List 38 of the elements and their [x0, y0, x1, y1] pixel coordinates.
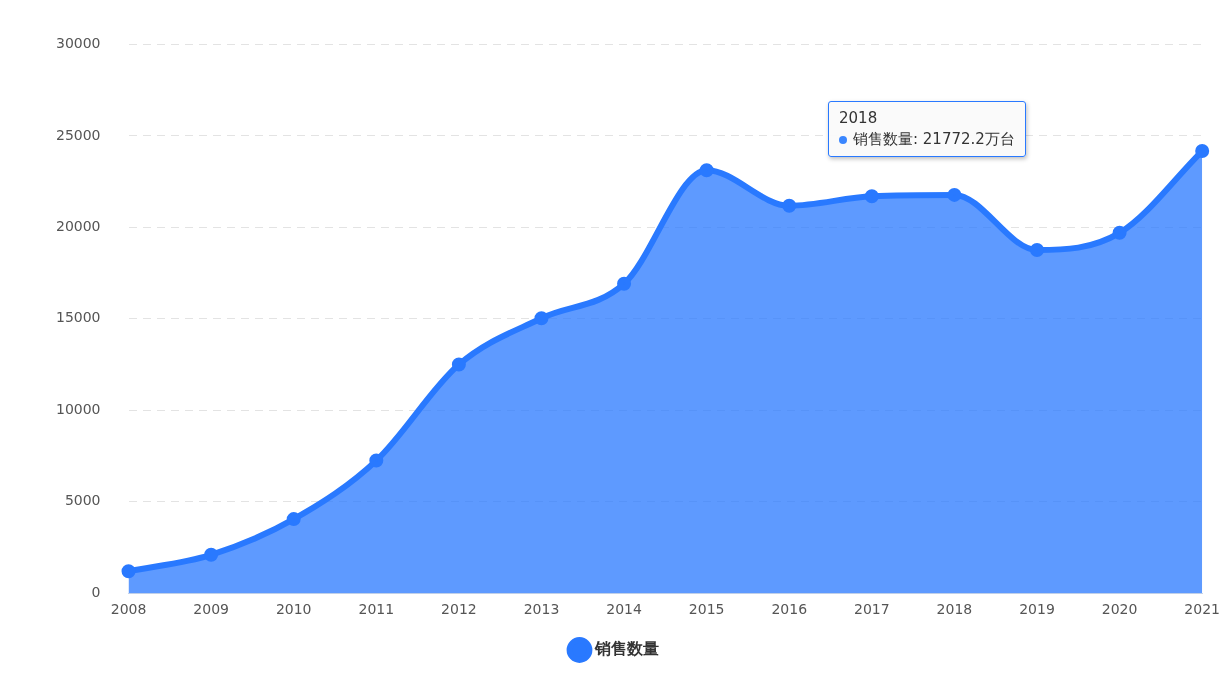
y-tick-label: 30000	[55, 35, 101, 52]
x-tick-label: 2008	[110, 601, 147, 618]
x-tick-label: 2018	[936, 601, 973, 618]
x-tick-label: 2017	[854, 601, 890, 618]
point	[864, 189, 879, 204]
x-tick-label: 2014	[606, 601, 642, 618]
y-tick-label: 20000	[55, 217, 101, 234]
annotation: 销售数量: 21772.2万台	[853, 129, 1015, 150]
x-tick-label: 2019	[1019, 601, 1055, 618]
x-tick-label: 2013	[523, 601, 560, 618]
point	[121, 564, 136, 579]
point	[1195, 144, 1210, 159]
x-tick-label: 2011	[358, 601, 395, 618]
y-tick-label: 0	[91, 583, 101, 600]
x-tick-label: 2015	[688, 601, 725, 618]
y-tick-label: 5000	[64, 492, 101, 509]
point	[617, 276, 632, 291]
y-tick-label: 15000	[55, 309, 101, 326]
point	[369, 453, 384, 468]
point	[1030, 243, 1045, 258]
point	[699, 163, 714, 178]
point	[451, 357, 466, 372]
point	[782, 198, 797, 213]
point	[286, 512, 301, 527]
annotation: 2018	[839, 108, 878, 129]
x-tick-label: 2016	[771, 601, 808, 618]
point	[1112, 225, 1127, 240]
x-tick-label: 2021	[1184, 601, 1221, 618]
y-tick-label: 25000	[55, 126, 101, 143]
x-tick-label: 2009	[193, 601, 229, 618]
point	[204, 547, 219, 562]
point	[947, 187, 962, 202]
y-tick-label: 10000	[55, 400, 101, 417]
x-tick-label: 2020	[1101, 601, 1138, 618]
x-tick-label: 2012	[441, 601, 477, 618]
point	[534, 311, 549, 326]
x-tick-label: 2010	[275, 601, 312, 618]
legend-label: 销售数量	[593, 639, 659, 659]
